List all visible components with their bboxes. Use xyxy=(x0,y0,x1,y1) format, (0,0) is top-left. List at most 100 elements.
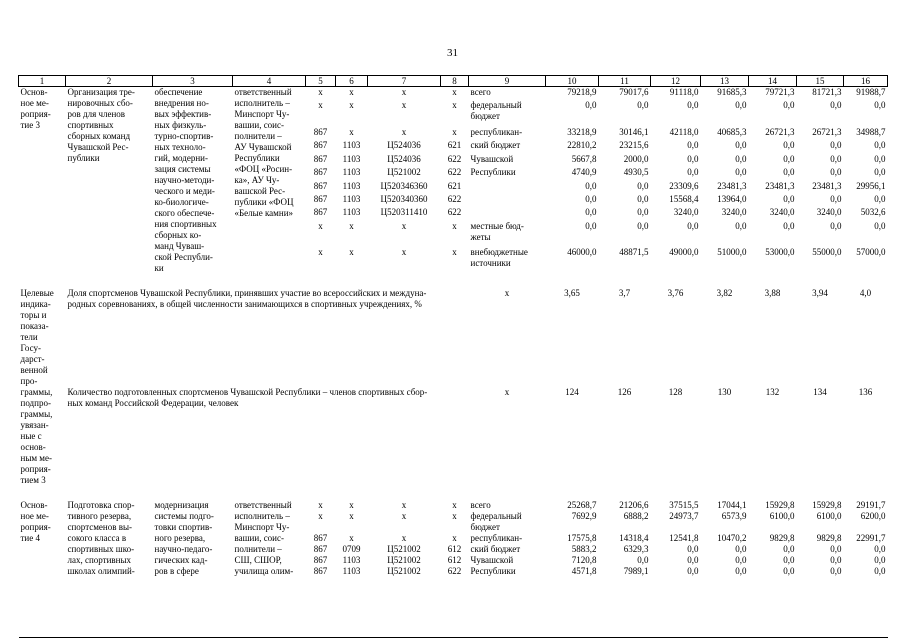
vr-code-cell: х xyxy=(452,247,457,258)
amount-cell: 0,0 xyxy=(735,140,747,151)
amount-cell: 0,0 xyxy=(687,555,699,565)
csr-code-cell: х xyxy=(401,100,407,111)
amount-cell: 2000,0 xyxy=(623,153,649,164)
spacer-row xyxy=(19,274,888,288)
indicator-value-cell: 126 xyxy=(617,387,632,397)
amount-cell: 4930,5 xyxy=(623,167,649,178)
amount-cell: 0,0 xyxy=(783,167,795,178)
amount-cell: 0,0 xyxy=(687,566,699,576)
vr-code-cell: х xyxy=(452,500,457,510)
funding-source-cell: внебюджетные источники xyxy=(470,247,528,269)
funding-source-cell: ский бюджет xyxy=(470,140,521,151)
amount-cell: 21206,6 xyxy=(619,500,649,510)
amount-cell: 0,0 xyxy=(783,100,795,111)
amount-cell: 6100,0 xyxy=(816,511,842,521)
amount-cell: 0,0 xyxy=(687,153,699,164)
amount-cell: 0,0 xyxy=(735,153,747,164)
indicator-value-cell: 3,65 xyxy=(564,288,580,298)
vr-code-cell: 612 xyxy=(447,555,462,565)
vr-code-cell: 622 xyxy=(447,193,462,204)
amount-cell: 7989,1 xyxy=(623,566,649,576)
spacer-row xyxy=(19,486,888,500)
amount-cell: 17044,1 xyxy=(717,500,747,510)
indicator-value-cell: 3,88 xyxy=(764,288,781,298)
rzpr-code-cell: х xyxy=(349,533,354,543)
amount-cell: 0,0 xyxy=(585,193,597,204)
grbs-code-cell: 867 xyxy=(313,193,328,204)
indicator-x-cell: х xyxy=(504,288,510,298)
indicator-value-cell: 3,94 xyxy=(812,288,828,298)
grbs-code-cell: 867 xyxy=(313,555,328,565)
budget-row: Основ- ное ме- роприя- тие 4 Подготовка … xyxy=(19,500,888,576)
amount-cell: 15929,8 xyxy=(765,500,795,510)
amount-cell: 0,0 xyxy=(585,220,597,231)
grbs-code-cell: 867 xyxy=(313,566,328,576)
amount-cell: 23309,6 xyxy=(669,180,699,191)
amount-cell: 26721,3 xyxy=(765,127,795,138)
amount-cell: 0,0 xyxy=(783,140,795,151)
csr-code-cell: х xyxy=(401,87,407,97)
amount-cell: 0,0 xyxy=(874,167,886,178)
funding-source-cell: Чувашской xyxy=(470,153,514,164)
indicator-value-cell: 136 xyxy=(858,387,873,397)
funding-source-cell: всего xyxy=(470,500,491,510)
grbs-code-cell: 867 xyxy=(313,544,328,554)
amount-cell: 0,0 xyxy=(585,180,597,191)
vr-code-cell: 622 xyxy=(447,153,462,164)
vr-code-cell: 622 xyxy=(447,207,462,218)
grbs-code-cell: 867 xyxy=(313,207,328,218)
amount-cell: 12541,8 xyxy=(669,533,699,543)
amount-cell: 0,0 xyxy=(783,566,795,576)
amount-cell: 0,0 xyxy=(830,566,842,576)
vr-code-cell: х xyxy=(452,220,457,231)
indicator-row: Количество подготовленных спортсменов Чу… xyxy=(19,387,888,486)
budget-row: 867 х х х республикан- 17575,8 14318,4 1… xyxy=(19,533,888,544)
column-number: 3 xyxy=(152,75,233,87)
activity-label-cell: Основ- ное ме- роприя- тие 4 xyxy=(20,500,51,543)
amount-cell: 0,0 xyxy=(830,193,842,204)
csr-code-cell: Ц520346360 xyxy=(380,180,428,191)
budget-table: 1 2 3 4 5 6 7 8 9 10 11 12 13 14 15 16 О… xyxy=(18,75,888,638)
rzpr-code-cell: х xyxy=(349,127,354,138)
rzpr-code-cell: 0709 xyxy=(342,544,361,554)
column-number: 4 xyxy=(232,75,306,87)
csr-code-cell: х xyxy=(401,533,407,543)
rzpr-code-cell: 1103 xyxy=(342,140,361,151)
budget-row: 867 1103 Ц520346360 621 0,0 0,0 23309,6 … xyxy=(19,181,888,194)
amount-cell: 24973,7 xyxy=(669,511,699,521)
column-number: 10 xyxy=(545,75,599,87)
amount-cell: 3240,0 xyxy=(673,207,699,218)
amount-cell: 15929,8 xyxy=(812,500,842,510)
csr-code-cell: Ц521002 xyxy=(387,544,421,554)
vr-code-cell: х xyxy=(452,533,457,543)
grbs-code-cell: 867 xyxy=(313,140,328,151)
column-number: 9 xyxy=(468,75,546,87)
amount-cell: 0,0 xyxy=(874,193,886,204)
budget-row: 867 1103 Ц524036 622 Чувашской 5667,8 20… xyxy=(19,154,888,167)
amount-cell: 0,0 xyxy=(874,544,886,554)
rzpr-code-cell: х xyxy=(349,500,354,510)
indicator-value-cell: 3,76 xyxy=(667,288,684,298)
grbs-code-cell: 867 xyxy=(313,180,328,191)
vr-code-cell: х xyxy=(452,87,457,97)
amount-cell: 42118,0 xyxy=(669,127,699,138)
activity-name-cell: Организация тре- нировочных сбо- ров для… xyxy=(67,87,135,163)
budget-row: 867 1103 Ц520311410 622 0,0 0,0 3240,0 3… xyxy=(19,207,888,220)
outcome-cell: обеспечение внедрения но- вых эффектив- … xyxy=(154,87,217,273)
funding-source-cell: федеральный бюджет xyxy=(470,511,522,532)
amount-cell: 23215,6 xyxy=(619,140,649,151)
csr-code-cell: х xyxy=(401,220,407,231)
column-number: 16 xyxy=(843,75,888,87)
funding-source-cell: всего xyxy=(470,87,491,97)
funding-source-cell: Чувашской xyxy=(470,555,514,565)
budget-row: х х х х местные бюд- жеты 0,0 0,0 0,0 0,… xyxy=(19,221,888,248)
amount-cell: 46000,0 xyxy=(567,247,597,258)
csr-code-cell: Ц524036 xyxy=(387,153,421,164)
funding-source-cell xyxy=(469,181,546,194)
executor-cell: ответственный исполнитель – Минспорт Чу-… xyxy=(234,500,294,576)
amount-cell: 0,0 xyxy=(637,193,649,204)
amount-cell: 55000,0 xyxy=(812,247,842,258)
budget-row: х х х х федеральный бюджет 0,0 0,0 0,0 0… xyxy=(19,100,888,127)
amount-cell: 22810,2 xyxy=(567,140,597,151)
csr-code-cell: Ц521002 xyxy=(387,566,421,576)
